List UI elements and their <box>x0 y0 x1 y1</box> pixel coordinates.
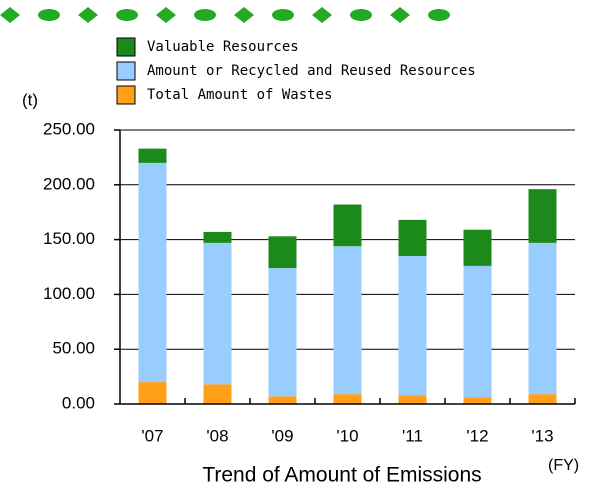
bar-segment <box>138 148 167 163</box>
bar-segment <box>268 396 297 404</box>
y-unit: (t) <box>22 90 38 109</box>
bar-segment <box>138 382 167 404</box>
bar-segment <box>333 246 362 395</box>
bar-segment <box>398 219 427 257</box>
leaf <box>194 9 216 21</box>
bar-segment <box>138 162 167 383</box>
x-tick-label: '09 <box>271 426 293 445</box>
bar-segment <box>528 189 557 243</box>
x-tick-label: '12 <box>466 426 488 445</box>
leaf <box>116 9 138 21</box>
leaf <box>234 7 254 23</box>
x-tick-label: '11 <box>402 426 423 445</box>
bar-segment <box>463 397 492 404</box>
y-tick-label: 50.00 <box>52 339 95 358</box>
leaf <box>312 7 332 23</box>
bar-segment <box>528 394 557 404</box>
legend-label: Total Amount of Wastes <box>147 87 332 103</box>
bar-segment <box>398 395 427 404</box>
bar-segment <box>463 229 492 266</box>
leaf <box>0 7 20 23</box>
bar-segment <box>333 394 362 404</box>
x-tick-label: '08 <box>206 426 228 445</box>
x-tick-label: '10 <box>336 426 358 445</box>
bar-segment <box>268 268 297 397</box>
bar-segment <box>268 236 297 269</box>
x-tick-label: '07 <box>141 426 163 445</box>
y-tick-label: 150.00 <box>43 229 95 248</box>
leaf <box>78 7 98 23</box>
bar-segment <box>333 204 362 247</box>
chart-title: Trend of Amount of Emissions <box>202 464 481 487</box>
legend-swatch <box>116 37 136 57</box>
legend-label: Amount or Recycled and Reused Resources <box>147 63 476 79</box>
leaf <box>428 9 450 21</box>
bar-segment <box>203 242 232 385</box>
legend-swatch <box>116 85 136 105</box>
bar-segment <box>398 256 427 396</box>
bar-segment <box>528 242 557 395</box>
y-tick-label: 100.00 <box>43 284 95 303</box>
bar-segment <box>463 265 492 398</box>
bar-segment <box>203 384 232 404</box>
x-tick-label: '13 <box>531 426 553 445</box>
y-tick-label: 250.00 <box>43 119 95 138</box>
x-unit: (FY) <box>548 457 579 474</box>
legend-label: Valuable Resources <box>147 39 299 55</box>
bar-segment <box>203 231 232 243</box>
decoration <box>0 7 450 23</box>
y-tick-label: 0.00 <box>62 393 95 412</box>
y-tick-label: 200.00 <box>43 174 95 193</box>
leaf <box>350 9 372 21</box>
leaf <box>156 7 176 23</box>
leaf <box>38 9 60 21</box>
legend-swatch <box>116 61 136 81</box>
leaf <box>390 7 410 23</box>
leaf <box>272 9 294 21</box>
